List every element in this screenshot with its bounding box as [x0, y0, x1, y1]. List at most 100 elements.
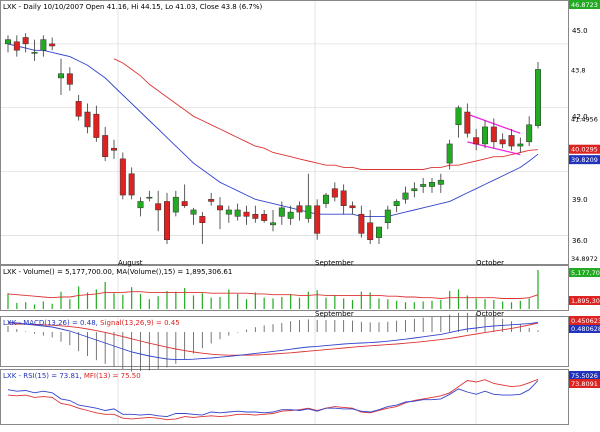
macd-tag-signal-bg	[569, 316, 600, 325]
price-tag-ma-mid: 40.0295	[571, 146, 598, 154]
candle-body	[66, 73, 73, 85]
candle-body	[270, 222, 276, 226]
candle-body	[411, 188, 418, 192]
candle-body	[340, 190, 347, 206]
price-panel-title: LXK - Daily 10/10/2007 Open 41.16, Hi 44…	[3, 3, 262, 11]
candle-body	[296, 205, 303, 213]
price-tag-slow-ma: 41.4956	[571, 115, 598, 123]
candle-body	[5, 39, 11, 45]
candle-body	[199, 216, 206, 223]
candle-body	[93, 113, 100, 138]
candle-body	[499, 139, 506, 145]
price-y-tick-36: 36.0	[572, 237, 588, 245]
candle-body	[446, 143, 453, 164]
candle-body	[102, 135, 109, 157]
macd-panel	[0, 316, 569, 367]
price-tag-max-bg	[569, 0, 600, 9]
month-label-october-volume: October	[476, 310, 504, 318]
candle-body	[393, 201, 400, 206]
price-tag-ma-fast-bg	[569, 155, 600, 165]
candle-body	[217, 205, 223, 211]
candle-body	[119, 158, 126, 196]
macd-title-signal: Signal(13,26,9) = 0.45	[100, 319, 180, 327]
candle-body	[278, 207, 285, 217]
candle-body	[535, 69, 541, 126]
candle-body	[429, 182, 435, 187]
macd-line	[7, 321, 539, 361]
candle-body	[473, 137, 480, 145]
candle-body	[349, 205, 356, 209]
rsi-panel	[0, 369, 569, 425]
candle-body	[437, 179, 444, 185]
candle-body	[243, 211, 250, 217]
rsi-tag-mfi: 75.5026	[571, 372, 598, 380]
rsi-panel-title: LXK - RSI(15) = 73.81, MFI(13) = 75.50	[3, 372, 141, 380]
candle-body	[420, 184, 427, 187]
candle-body	[517, 143, 524, 147]
candle-body	[234, 209, 241, 217]
candle-body	[252, 213, 259, 219]
volume-tag-ma-bg	[569, 296, 600, 305]
candle-body	[225, 209, 232, 215]
rsi-title-mfi: MFI(13) = 75.50	[84, 372, 141, 380]
ma-mid-line	[113, 58, 539, 170]
rsi-line	[7, 380, 539, 418]
candle-body	[508, 135, 515, 147]
candle-body	[84, 111, 91, 128]
candle-body	[314, 205, 321, 234]
macd-title-main: LXK - MACD(13,26) = 0.48,	[3, 319, 100, 327]
rsi-tag-mfi-bg	[569, 371, 600, 380]
price-tag-close: 43.8	[571, 66, 585, 74]
candle-body	[384, 209, 391, 223]
candle-body	[58, 73, 64, 79]
candle-body	[482, 126, 488, 145]
candle-body	[155, 203, 162, 211]
candle-body	[358, 213, 365, 234]
candle-body	[526, 124, 533, 143]
candle-body	[208, 199, 215, 202]
candle-body	[402, 192, 409, 200]
candle-body	[13, 41, 20, 51]
month-label-august: August	[118, 259, 143, 267]
candle-body	[305, 205, 312, 219]
candle-body	[181, 201, 188, 206]
month-label-september-volume: September	[315, 310, 354, 318]
candle-body	[323, 194, 329, 204]
candle-body	[172, 196, 179, 213]
candle-body	[261, 213, 268, 221]
candle-body	[164, 201, 170, 241]
rsi-tag-rsi-bg	[569, 379, 600, 388]
month-label-september: September	[315, 259, 354, 267]
candle-body	[455, 107, 462, 126]
rsi-title-main: LXK - RSI(15) = 73.81,	[3, 372, 84, 380]
price-tag-ma-fast: 39.8209	[571, 156, 598, 164]
macd-tag-value-bg	[569, 324, 600, 333]
macd-tag-signal: 0.450623	[571, 317, 600, 325]
candle-body	[111, 147, 117, 151]
macd-signal-line	[8, 322, 539, 356]
price-tag-min: 34.8972	[571, 255, 598, 263]
volume-tag-current-bg	[569, 268, 600, 277]
price-tag-ma-mid-bg	[569, 144, 600, 154]
volume-panel	[0, 265, 569, 311]
price-y-tick-39: 39.0	[572, 196, 588, 204]
volume-tag-current: 5,177,700	[571, 269, 600, 277]
candle-body	[75, 101, 82, 117]
price-y-tick-42: 42.0	[572, 113, 588, 121]
volume-panel-title: LXK - Volume() = 5,177,700.00, MA(Volume…	[3, 268, 232, 276]
candle-body	[376, 226, 382, 238]
candle-body	[40, 39, 47, 51]
candle-body	[49, 43, 56, 47]
macd-panel-title: LXK - MACD(13,26) = 0.48, Signal(13,26,9…	[3, 319, 180, 327]
mfi-line	[7, 378, 539, 421]
candle-body	[146, 196, 153, 199]
candle-body	[367, 222, 374, 241]
macd-tag-value: 0.480628	[571, 325, 600, 333]
candle-body	[128, 173, 135, 196]
price-y-tick-45: 45.0	[572, 27, 588, 35]
candle-body	[31, 52, 38, 54]
rsi-tag-rsi: 73.8091	[571, 380, 598, 388]
candle-body	[287, 211, 294, 219]
